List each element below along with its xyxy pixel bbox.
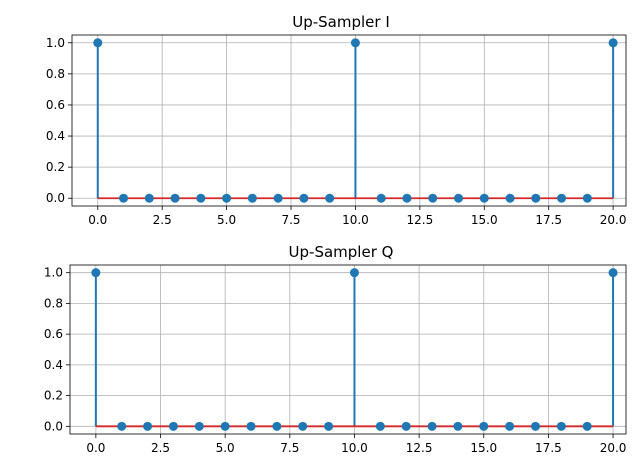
plot-area-i: 0.0 2.5 5.0 7.5 10.0 12.5 15.0 17.5 20.0 0.0 0.2 0.… — [46, 34, 627, 227]
axes-frame — [69, 264, 627, 435]
x-tick-label: 15.0 — [471, 213, 498, 227]
data-point — [117, 421, 127, 431]
y-tick-label: 0.2 — [44, 389, 63, 403]
data-point — [196, 193, 206, 203]
x-tick-label: 2.5 — [151, 441, 170, 455]
data-point — [168, 421, 178, 431]
data-point — [505, 193, 515, 203]
data-point — [582, 193, 592, 203]
x-tick-label: 7.5 — [280, 441, 299, 455]
data-point — [143, 421, 153, 431]
x-tick-label: 5.0 — [216, 441, 235, 455]
data-point — [246, 421, 256, 431]
x-tick-label: 20.0 — [600, 441, 627, 455]
chart-title-i: Up-Sampler I — [292, 13, 390, 31]
x-tick-label: 12.5 — [407, 213, 434, 227]
data-point — [325, 193, 335, 203]
data-point — [324, 421, 334, 431]
subplot-up-sampler-q: Up-Sampler Q 0.0 2.5 5.0 7.5 10.0 12.5 15.0 17.… — [44, 243, 627, 455]
data-point — [531, 193, 541, 203]
data-point — [505, 421, 515, 431]
y-tick-label: 0.2 — [46, 160, 65, 174]
data-point — [299, 193, 309, 203]
data-point — [273, 193, 283, 203]
data-point — [93, 38, 103, 48]
data-point — [220, 421, 230, 431]
data-point — [428, 193, 438, 203]
x-tick-label: 10.0 — [341, 441, 368, 455]
x-tick-label: 7.5 — [281, 213, 300, 227]
data-point — [608, 38, 618, 48]
data-point — [557, 193, 567, 203]
x-tick-label: 10.0 — [342, 213, 369, 227]
data-point — [376, 193, 386, 203]
x-tick-label: 17.5 — [535, 213, 562, 227]
y-tick-label: 1.0 — [46, 36, 65, 50]
y-tick-label: 0.0 — [46, 191, 65, 205]
data-point — [530, 421, 540, 431]
axes-frame — [71, 34, 627, 207]
y-tick-label: 1.0 — [44, 266, 63, 280]
y-tick-label: 0.6 — [44, 327, 63, 341]
data-point — [479, 421, 489, 431]
x-tick-label: 2.5 — [153, 213, 172, 227]
data-point — [479, 193, 489, 203]
y-tick-label: 0.4 — [44, 358, 63, 372]
data-point — [427, 421, 437, 431]
x-tick-label: 20.0 — [600, 213, 627, 227]
y-tick-label: 0.6 — [46, 98, 65, 112]
data-point — [454, 193, 464, 203]
y-tick-label: 0.0 — [44, 419, 63, 433]
data-point — [453, 421, 463, 431]
x-tick-label: 5.0 — [217, 213, 236, 227]
data-point — [350, 38, 360, 48]
data-point — [375, 421, 385, 431]
x-tick-label: 15.0 — [470, 441, 497, 455]
y-tick-label: 0.4 — [46, 129, 65, 143]
data-point — [298, 421, 308, 431]
data-point — [272, 421, 282, 431]
x-tick-label: 17.5 — [535, 441, 562, 455]
data-point — [194, 421, 204, 431]
plot-area-q: 0.0 2.5 5.0 7.5 10.0 12.5 15.0 17.5 20.0 0.0 0.2 0.… — [44, 264, 627, 455]
subplot-up-sampler-i: Up-Sampler I 0.0 2.5 5.0 7.5 10.0 12.5 15.0 17.… — [46, 13, 627, 227]
x-tick-label: 0.0 — [86, 441, 105, 455]
data-point — [608, 268, 618, 278]
x-tick-label: 12.5 — [406, 441, 433, 455]
y-tick-label: 0.8 — [44, 296, 63, 310]
data-point — [556, 421, 566, 431]
data-point — [119, 193, 129, 203]
y-tick-label: 0.8 — [46, 67, 65, 81]
data-point — [349, 268, 359, 278]
data-point — [91, 268, 101, 278]
data-point — [247, 193, 257, 203]
data-point — [144, 193, 154, 203]
chart-title-q: Up-Sampler Q — [289, 243, 394, 261]
data-point — [402, 193, 412, 203]
data-point — [401, 421, 411, 431]
data-point — [170, 193, 180, 203]
data-point — [582, 421, 592, 431]
data-point — [222, 193, 232, 203]
x-tick-label: 0.0 — [88, 213, 107, 227]
